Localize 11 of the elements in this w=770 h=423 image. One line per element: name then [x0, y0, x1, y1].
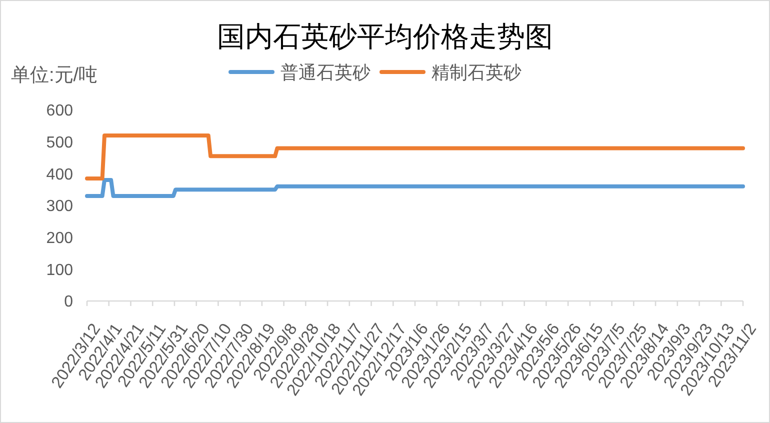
ytick-label: 400	[46, 166, 73, 184]
legend-label: 精制石英砂	[432, 62, 522, 82]
ytick-label: 0	[64, 294, 73, 311]
ytick-label: 500	[46, 134, 73, 152]
ylabel: 单位:元/吨	[11, 65, 98, 86]
legend-label: 普通石英砂	[280, 62, 370, 82]
ytick-label: 300	[46, 198, 73, 216]
ytick-label: 100	[46, 262, 73, 279]
ytick-label: 200	[46, 230, 73, 247]
ytick-label: 600	[46, 102, 73, 120]
title: 国内石英砂平均价格走势图	[217, 21, 553, 52]
